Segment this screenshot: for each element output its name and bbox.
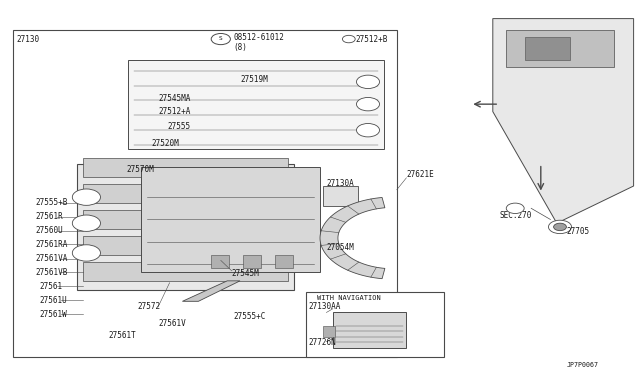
Bar (83, 158, 288, 177)
Circle shape (548, 220, 572, 234)
Text: 27561: 27561 (40, 282, 63, 291)
Circle shape (72, 245, 100, 261)
Text: 27561U: 27561U (40, 296, 67, 305)
Text: 27561VA: 27561VA (36, 254, 68, 263)
Text: 27130AA: 27130AA (308, 302, 341, 311)
Bar (83, 210, 288, 229)
Circle shape (506, 203, 524, 214)
Text: 27561RA: 27561RA (36, 240, 68, 249)
Bar (333, 312, 406, 348)
Circle shape (356, 75, 380, 89)
Text: WITH NAVIGATION: WITH NAVIGATION (317, 295, 381, 301)
Bar (211, 255, 229, 268)
Polygon shape (493, 19, 634, 223)
Bar (83, 262, 288, 281)
Polygon shape (320, 198, 385, 279)
Circle shape (342, 35, 355, 43)
Bar (275, 255, 293, 268)
Circle shape (211, 33, 230, 45)
Circle shape (554, 223, 566, 231)
Text: 27705: 27705 (566, 227, 589, 236)
Text: 27519M: 27519M (240, 75, 268, 84)
Text: 27545M: 27545M (232, 269, 259, 278)
Text: 27561R: 27561R (36, 212, 63, 221)
Text: 27130: 27130 (16, 35, 39, 44)
Circle shape (72, 215, 100, 231)
Text: S: S (219, 36, 223, 41)
Text: 08512-61012: 08512-61012 (234, 33, 284, 42)
Text: 27561VB: 27561VB (36, 268, 68, 277)
Bar (141, 167, 320, 272)
Text: 27561W: 27561W (40, 310, 67, 319)
Text: JP7P0067: JP7P0067 (566, 362, 598, 368)
Bar (323, 326, 335, 337)
Text: 27572: 27572 (138, 302, 161, 311)
Bar (83, 184, 288, 203)
Text: 27726N: 27726N (308, 339, 336, 347)
Circle shape (72, 189, 100, 205)
Text: 27561V: 27561V (159, 319, 186, 328)
Bar (13, 30, 397, 357)
Text: 27621E: 27621E (406, 170, 434, 179)
Bar (323, 186, 358, 206)
Bar (83, 236, 288, 255)
Circle shape (356, 97, 380, 111)
Bar (77, 164, 294, 290)
Text: 27555+B: 27555+B (36, 198, 68, 207)
Text: SEC.270: SEC.270 (499, 211, 532, 220)
Text: 27561T: 27561T (109, 331, 136, 340)
Text: 27054M: 27054M (326, 243, 354, 252)
Text: 27130A: 27130A (326, 179, 354, 187)
Text: 27555: 27555 (168, 122, 191, 131)
Text: 27545MA: 27545MA (158, 94, 191, 103)
Text: (8): (8) (234, 43, 248, 52)
Bar (525, 37, 570, 60)
Bar (128, 60, 384, 149)
Text: 27555+C: 27555+C (234, 312, 266, 321)
Text: 27570M: 27570M (127, 165, 154, 174)
Circle shape (356, 124, 380, 137)
Text: 27520M: 27520M (152, 139, 179, 148)
Text: 27560U: 27560U (36, 226, 63, 235)
Polygon shape (506, 30, 614, 67)
Polygon shape (182, 281, 240, 301)
Text: 27512+B: 27512+B (355, 35, 388, 44)
Bar (243, 255, 261, 268)
Text: 27512+A: 27512+A (158, 107, 191, 116)
Bar (306, 292, 444, 357)
